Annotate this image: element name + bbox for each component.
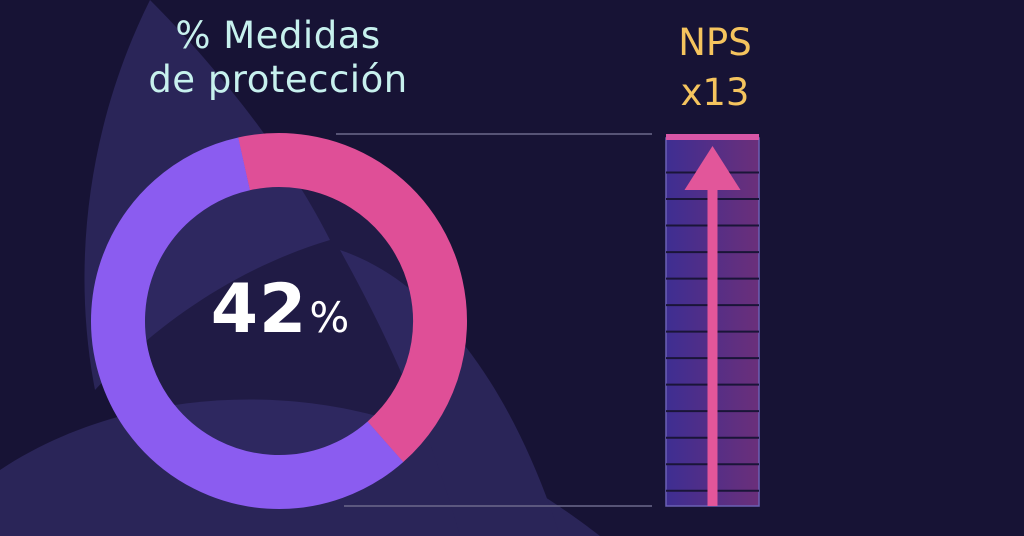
- arrow-up-icon: [684, 146, 741, 190]
- donut-title-line-1: % Medidas: [175, 14, 381, 57]
- donut-center-value: 42%: [150, 270, 410, 349]
- donut-inner-fill: [145, 187, 413, 455]
- nps-bar: [665, 134, 760, 507]
- nps-title: NPS x13: [640, 18, 790, 118]
- donut-title: % Medidas de protección: [108, 14, 448, 102]
- arrow-shaft: [707, 186, 718, 506]
- nps-title-line-2: x13: [680, 71, 750, 114]
- donut-slice-1: [91, 133, 467, 509]
- nps-column-cap: [666, 134, 759, 140]
- donut-chart: [90, 132, 467, 509]
- donut-title-line-2: de protección: [148, 58, 408, 101]
- donut-unit: %: [309, 293, 350, 342]
- donut-value: 42: [210, 270, 308, 349]
- nps-title-line-1: NPS: [678, 21, 752, 64]
